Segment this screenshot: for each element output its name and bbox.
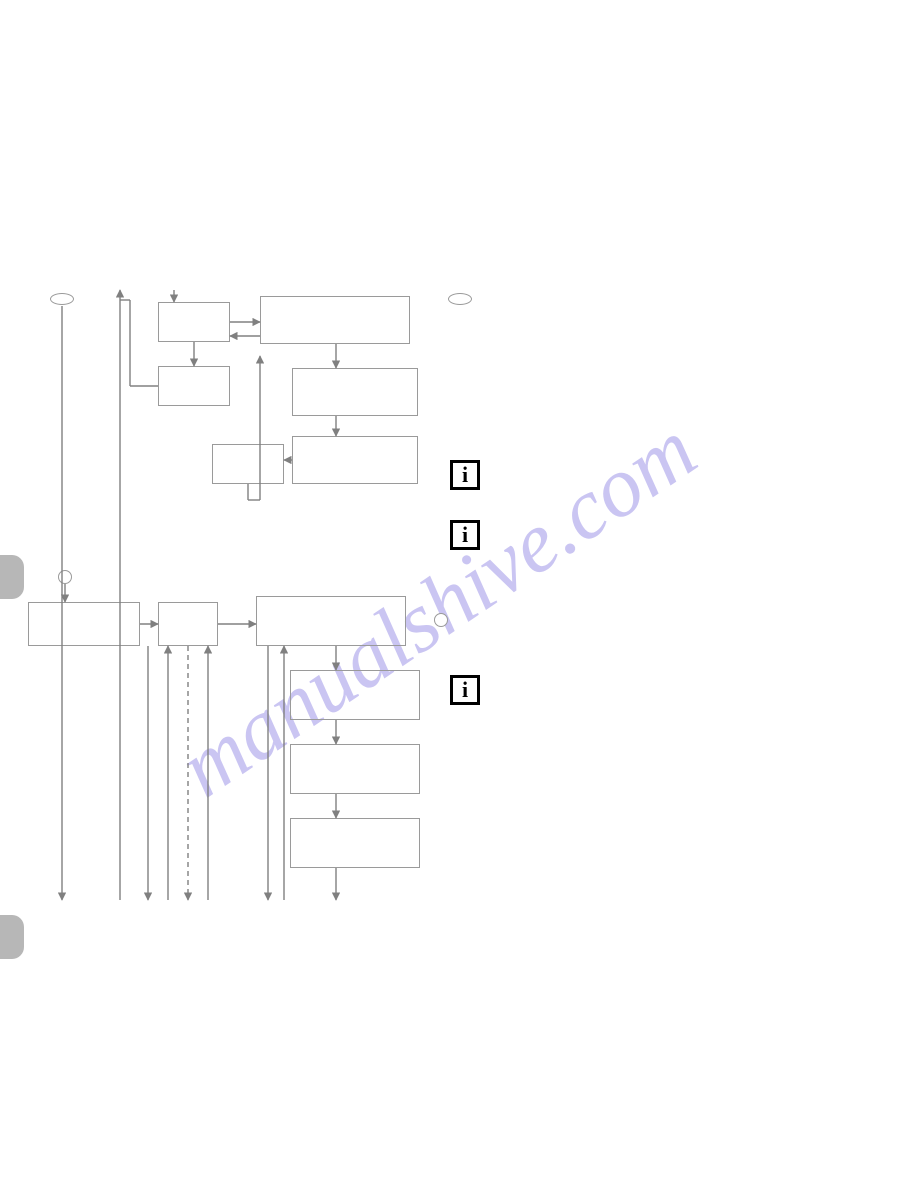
flow-node bbox=[158, 602, 218, 646]
flow-node bbox=[290, 744, 420, 794]
connector-circle bbox=[434, 613, 448, 627]
flow-node bbox=[292, 368, 418, 416]
terminal-ellipse bbox=[448, 293, 472, 305]
side-tab bbox=[0, 555, 24, 599]
info-icon: i bbox=[450, 460, 480, 490]
flow-node bbox=[260, 296, 410, 344]
flow-node bbox=[290, 818, 420, 868]
connector-circle bbox=[58, 570, 72, 584]
flow-node bbox=[158, 302, 230, 342]
edges-layer bbox=[0, 0, 918, 1188]
flow-node bbox=[28, 602, 140, 646]
flow-node bbox=[158, 366, 230, 406]
info-icon: i bbox=[450, 520, 480, 550]
side-tab bbox=[0, 915, 24, 959]
flow-node bbox=[290, 670, 420, 720]
flow-node bbox=[212, 444, 284, 484]
info-icon: i bbox=[450, 675, 480, 705]
terminal-ellipse bbox=[50, 293, 74, 305]
flow-node bbox=[292, 436, 418, 484]
flow-node bbox=[256, 596, 406, 646]
